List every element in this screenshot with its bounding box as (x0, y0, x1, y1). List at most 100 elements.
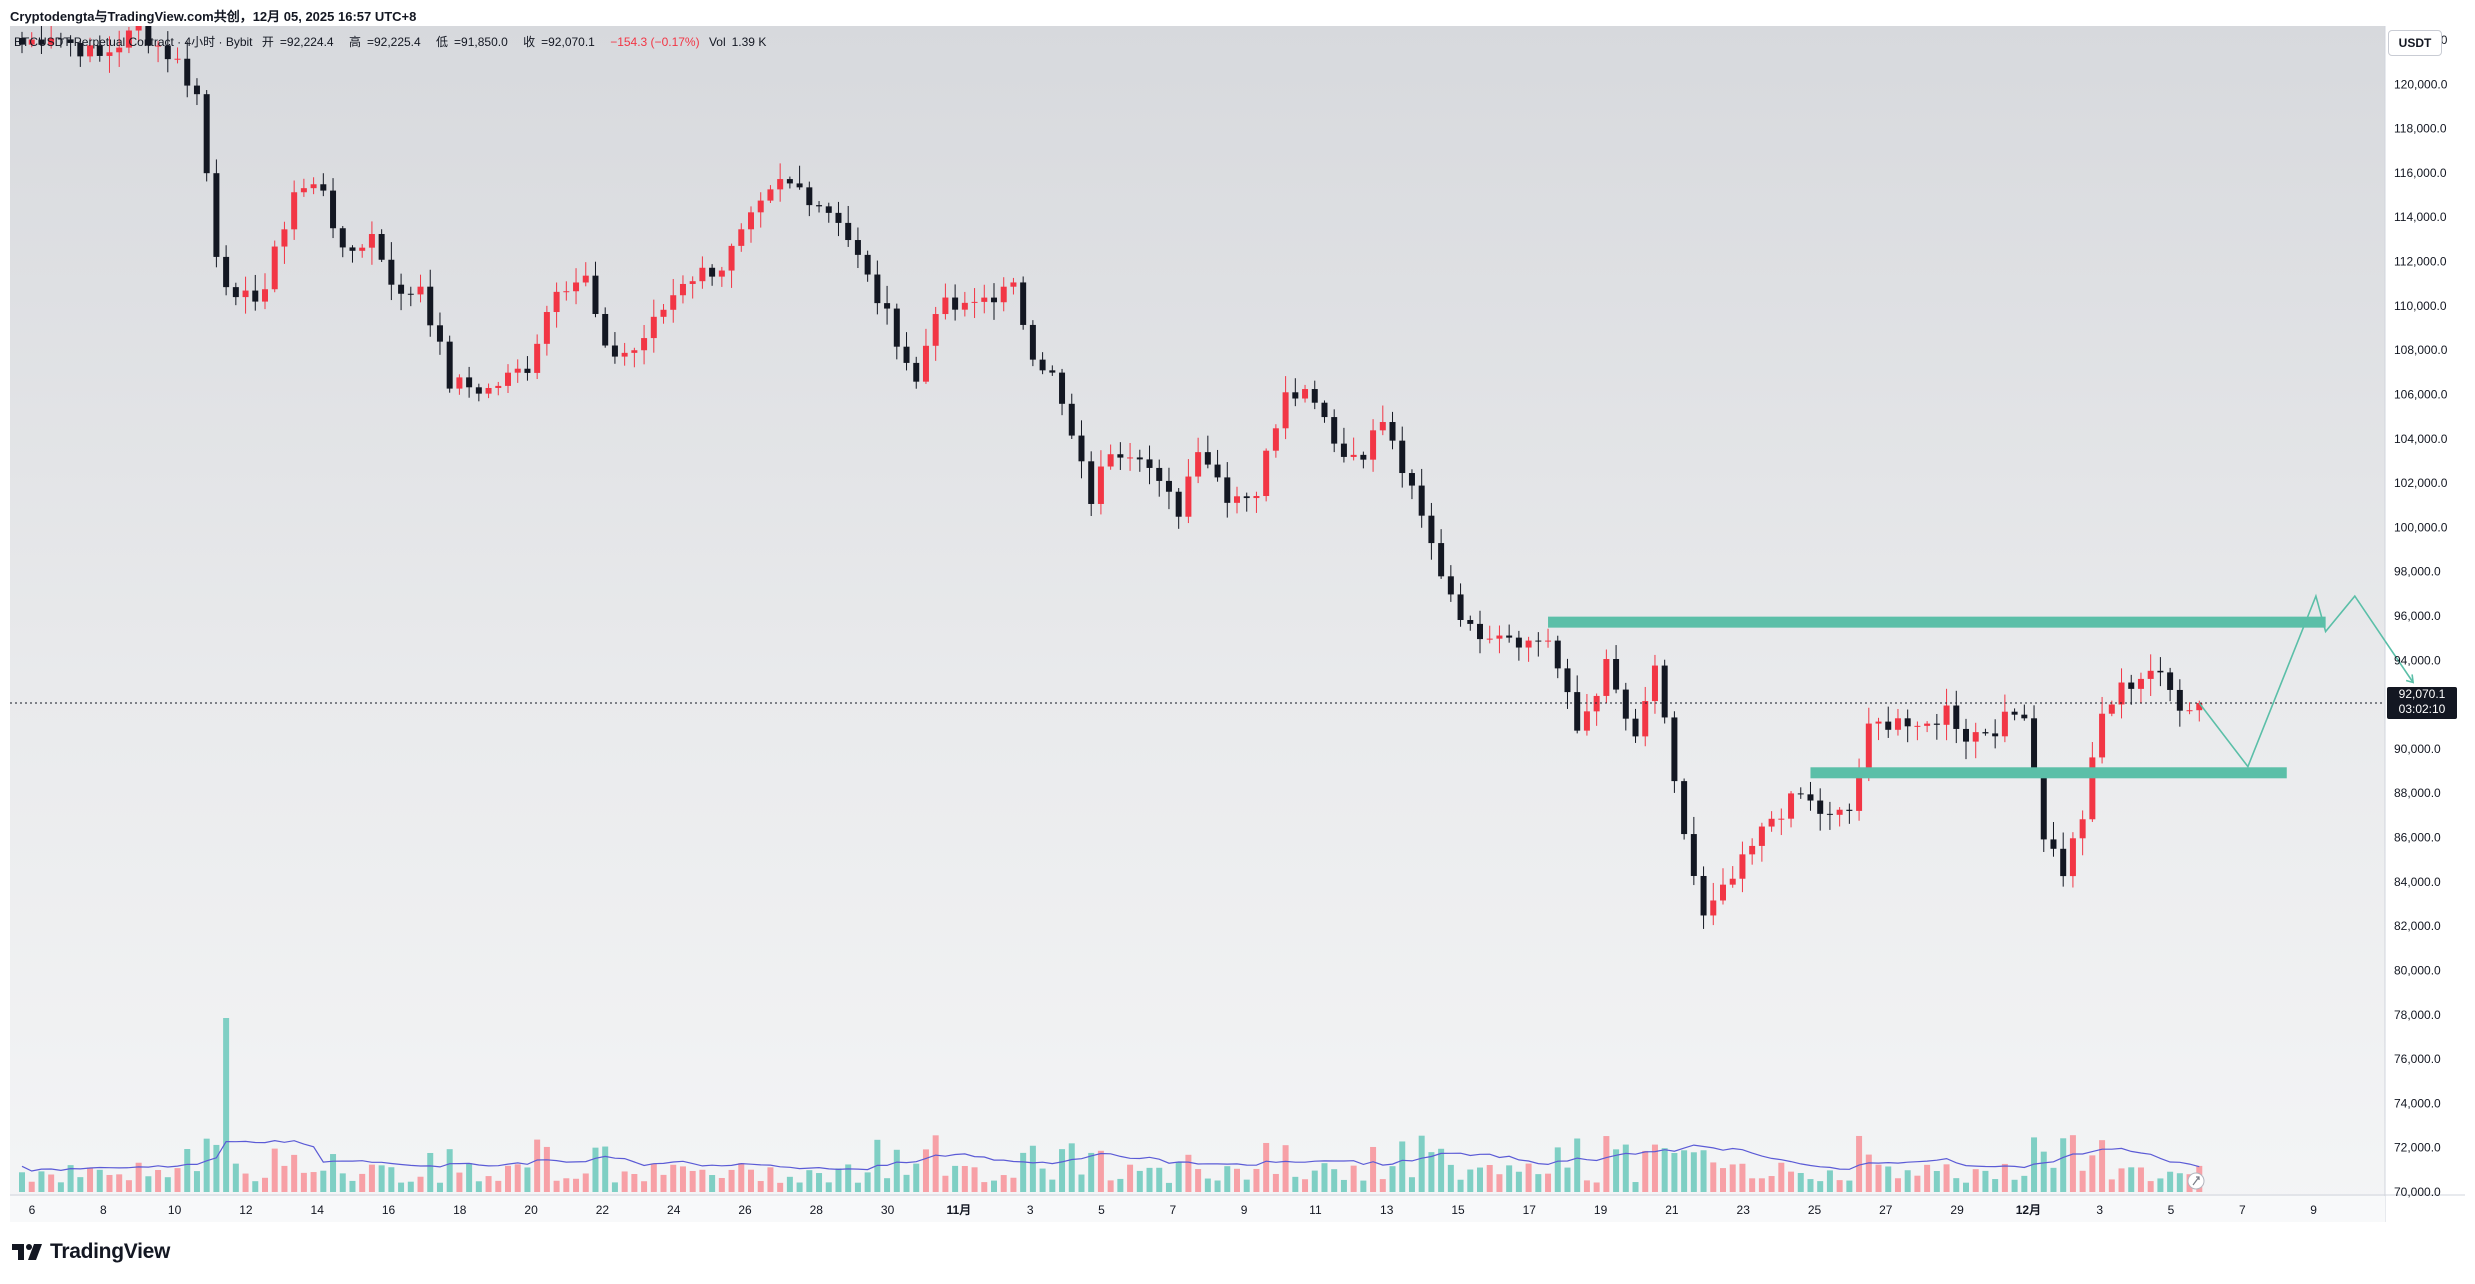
time-tick-label: 3 (2096, 1203, 2103, 1217)
candle-body (1535, 640, 1542, 642)
candle-body (1768, 818, 1775, 827)
volume-bar (96, 1169, 103, 1192)
volume-bar (845, 1164, 852, 1192)
volume-bar (1477, 1167, 1483, 1192)
high-value: 高 =92,225.4 (348, 35, 421, 49)
resistance-zone[interactable] (1548, 616, 2326, 628)
volume-bar (427, 1152, 434, 1192)
volume-bar (417, 1176, 424, 1192)
candle-body (718, 270, 725, 277)
candle-body (2196, 703, 2203, 711)
candle-body (816, 205, 823, 207)
candle-body (2060, 848, 2067, 877)
candle-body (1136, 457, 1143, 460)
candle-body (864, 254, 871, 275)
time-tick-label: 21 (1665, 1203, 1679, 1217)
candle-body (203, 94, 210, 174)
volume-bar (1642, 1150, 1649, 1192)
volume-bar (971, 1167, 978, 1192)
candle-body (611, 345, 618, 357)
price-tick-label: 108,000.0 (2394, 343, 2448, 357)
volume-bar (1243, 1179, 1250, 1192)
volume-bar (1953, 1178, 1960, 1192)
price-tick-label: 84,000.0 (2394, 875, 2441, 889)
time-tick-label: 9 (2310, 1203, 2317, 1217)
candle-body (2108, 704, 2115, 714)
candle-body (2031, 718, 2038, 774)
price-scale-background (2385, 26, 2465, 1222)
volume-bar (952, 1165, 959, 1192)
volume-bar (1117, 1178, 1124, 1192)
price-tick-label: 74,000.0 (2394, 1096, 2441, 1110)
support-zone[interactable] (1810, 767, 2287, 779)
volume-bar (641, 1181, 648, 1192)
tradingview-logo[interactable]: TradingView (12, 1240, 170, 1264)
volume-bar (368, 1164, 375, 1192)
symbol-label[interactable]: BTCUSDT Perpetual Contract · 4小时 · Bybit (14, 35, 253, 49)
candle-body (1107, 454, 1114, 467)
projection-path[interactable] (2198, 593, 2414, 769)
footer (0, 1222, 2475, 1284)
candle-body (1486, 638, 1493, 640)
candle-body (436, 325, 443, 342)
volume-bar (543, 1146, 550, 1192)
volume-bar (563, 1178, 570, 1192)
time-scale-background (10, 1196, 2385, 1222)
candle-body (2128, 682, 2135, 689)
candle-body (2176, 689, 2183, 711)
volume-bar (57, 1182, 64, 1192)
candle-body (1613, 658, 1620, 690)
volume-bar (2147, 1181, 2154, 1192)
candle-body (1049, 370, 1056, 373)
candle-body (193, 85, 200, 95)
volume-bar (252, 1181, 259, 1192)
time-tick-label: 20 (524, 1203, 538, 1217)
candle-body (67, 39, 74, 43)
volume-bar (748, 1169, 754, 1192)
currency-selector-button[interactable]: USDT (2388, 30, 2442, 56)
volume-bar (835, 1168, 842, 1192)
volume-bar (281, 1165, 288, 1192)
candle-body (87, 45, 94, 57)
volume-bar (1545, 1173, 1552, 1192)
change-value: −154.3 (−0.17%) (610, 35, 700, 49)
chart-legend[interactable]: BTCUSDT Perpetual Contract · 4小时 · Bybit… (14, 33, 778, 50)
price-tick-label: 100,000.0 (2394, 520, 2448, 534)
time-tick-label: 29 (1950, 1203, 1964, 1217)
candle-body (1836, 809, 1843, 815)
candle-body (1515, 637, 1522, 648)
candle-body (1370, 430, 1377, 460)
candle-body (1574, 692, 1581, 731)
volume-bar (825, 1182, 832, 1192)
volume-bar (1885, 1166, 1892, 1192)
auto-scale-icon[interactable] (2187, 1172, 2205, 1190)
candle-body (1963, 728, 1969, 742)
candle-body (485, 387, 492, 394)
volume-bar (1982, 1170, 1989, 1192)
candle-body (1438, 543, 1445, 577)
volume-bar (816, 1173, 823, 1192)
price-tick-label: 70,000.0 (2394, 1185, 2441, 1199)
volume-value: Vol 1.39 K (708, 35, 767, 49)
volume-bar (1253, 1168, 1260, 1192)
time-tick-label: 11月 (947, 1203, 972, 1217)
candle-body (884, 303, 891, 309)
candle-body (106, 52, 113, 56)
candle-body (1165, 480, 1172, 492)
candle-body (534, 343, 541, 373)
volume-bar (125, 1180, 132, 1192)
candle-body (398, 284, 405, 294)
volume-bar (670, 1164, 677, 1192)
candle-body (77, 42, 84, 57)
candle-body (1700, 875, 1707, 916)
volume-bar (242, 1173, 249, 1192)
volume-bar (1408, 1177, 1415, 1192)
volume-bar (991, 1180, 997, 1192)
volume-bar (193, 1171, 200, 1192)
volume-bar (1924, 1164, 1931, 1192)
candle-body (2011, 711, 2018, 715)
candle-body (514, 368, 521, 373)
candle-body (1583, 711, 1590, 731)
candle-body (1175, 491, 1182, 517)
